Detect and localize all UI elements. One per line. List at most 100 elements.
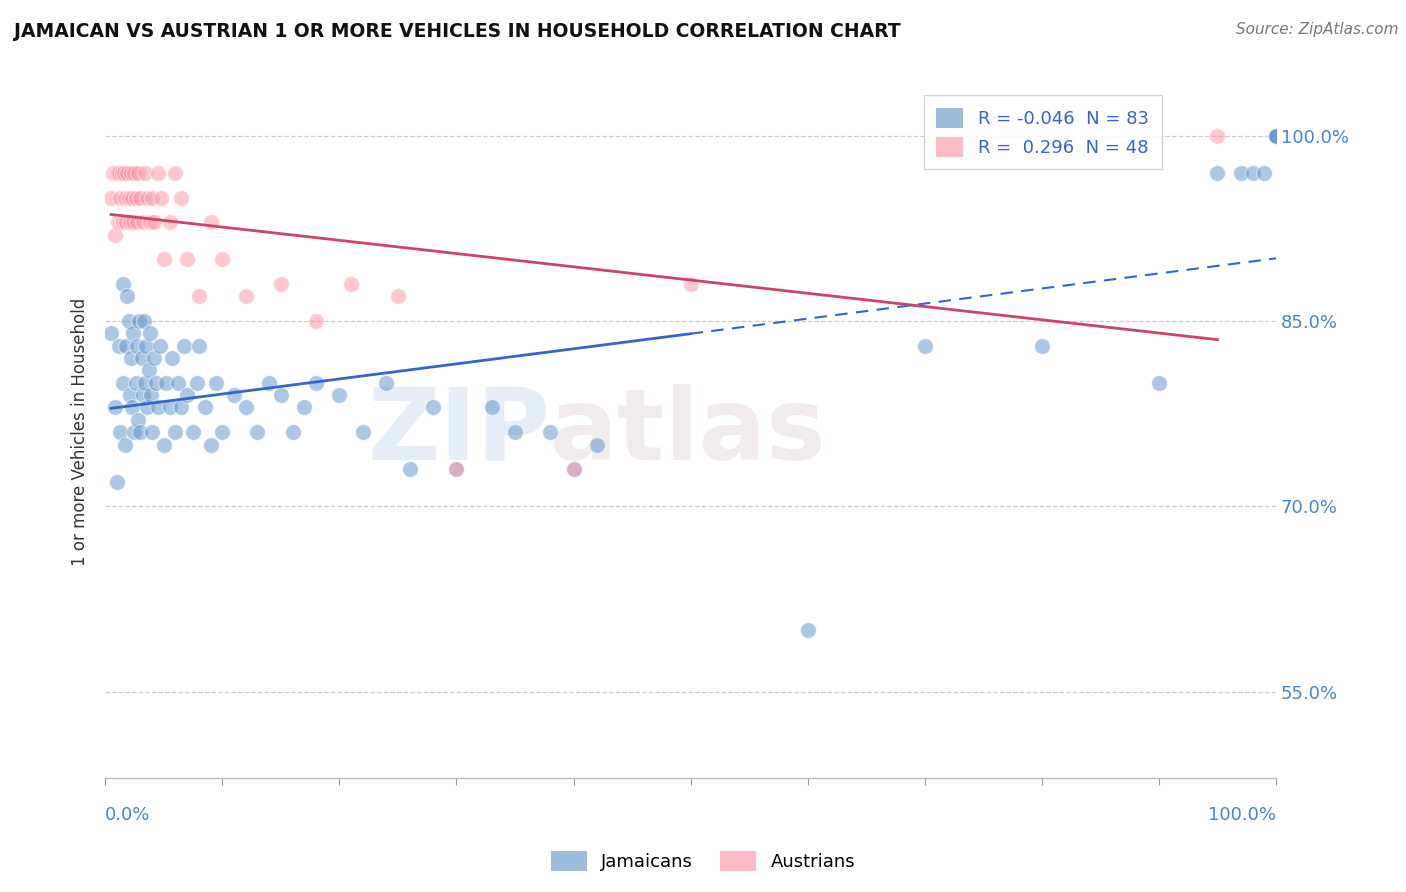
Jamaicans xyxy=(124,425,146,440)
Austrians xyxy=(187,289,209,303)
Austrians xyxy=(200,215,222,229)
Jamaicans xyxy=(796,623,818,637)
Jamaicans xyxy=(134,376,156,390)
Jamaicans xyxy=(352,425,374,440)
Text: atlas: atlas xyxy=(550,384,827,481)
Jamaicans xyxy=(159,401,181,415)
Austrians xyxy=(108,166,131,180)
Jamaicans xyxy=(328,388,350,402)
Jamaicans xyxy=(138,363,160,377)
Jamaicans xyxy=(446,462,468,476)
Jamaicans xyxy=(110,425,132,440)
Jamaicans xyxy=(132,314,155,328)
Jamaicans xyxy=(141,425,163,440)
Jamaicans xyxy=(1241,166,1264,180)
Jamaicans xyxy=(143,351,166,365)
Jamaicans xyxy=(100,326,122,341)
Austrians xyxy=(117,190,139,204)
Austrians xyxy=(107,215,129,229)
Jamaicans xyxy=(305,376,328,390)
Jamaicans xyxy=(186,376,208,390)
Austrians xyxy=(112,166,135,180)
Jamaicans xyxy=(176,388,198,402)
Jamaicans xyxy=(103,401,125,415)
Jamaicans xyxy=(121,401,143,415)
Austrians xyxy=(105,166,128,180)
Jamaicans xyxy=(117,314,139,328)
Jamaicans xyxy=(246,425,269,440)
Austrians xyxy=(131,215,153,229)
Jamaicans xyxy=(114,437,136,451)
Jamaicans xyxy=(292,401,315,415)
Jamaicans xyxy=(149,339,172,353)
Austrians xyxy=(117,166,139,180)
Austrians xyxy=(121,190,143,204)
Austrians xyxy=(305,314,328,328)
Y-axis label: 1 or more Vehicles in Household: 1 or more Vehicles in Household xyxy=(72,298,89,566)
Austrians xyxy=(124,166,146,180)
Austrians xyxy=(134,166,156,180)
Austrians xyxy=(103,227,125,242)
Jamaicans xyxy=(375,376,398,390)
Jamaicans xyxy=(125,339,148,353)
Jamaicans xyxy=(138,326,160,341)
Jamaicans xyxy=(145,376,167,390)
Jamaicans xyxy=(281,425,304,440)
Jamaicans xyxy=(117,289,139,303)
Austrians xyxy=(562,462,585,476)
Jamaicans xyxy=(679,796,702,810)
Austrians xyxy=(138,215,160,229)
Austrians xyxy=(110,190,132,204)
Jamaicans xyxy=(155,376,177,390)
Jamaicans xyxy=(165,425,187,440)
Text: JAMAICAN VS AUSTRIAN 1 OR MORE VEHICLES IN HOUSEHOLD CORRELATION CHART: JAMAICAN VS AUSTRIAN 1 OR MORE VEHICLES … xyxy=(14,22,901,41)
Jamaicans xyxy=(136,401,159,415)
Austrians xyxy=(114,190,136,204)
Jamaicans xyxy=(187,339,209,353)
Austrians xyxy=(129,190,152,204)
Jamaicans xyxy=(118,388,141,402)
Jamaicans xyxy=(1031,339,1053,353)
Jamaicans xyxy=(222,388,245,402)
Jamaicans xyxy=(1230,166,1253,180)
Jamaicans xyxy=(139,388,162,402)
Austrians xyxy=(120,166,142,180)
Austrians xyxy=(446,462,468,476)
Text: ZIP: ZIP xyxy=(367,384,550,481)
Jamaicans xyxy=(170,401,193,415)
Jamaicans xyxy=(1206,166,1229,180)
Jamaicans xyxy=(111,376,134,390)
Jamaicans xyxy=(108,339,131,353)
Jamaicans xyxy=(127,413,149,427)
Austrians xyxy=(141,190,163,204)
Jamaicans xyxy=(235,401,257,415)
Jamaicans xyxy=(270,388,292,402)
Jamaicans xyxy=(586,437,609,451)
Jamaicans xyxy=(211,425,233,440)
Jamaicans xyxy=(1147,376,1170,390)
Jamaicans xyxy=(129,425,152,440)
Jamaicans xyxy=(152,437,174,451)
Jamaicans xyxy=(205,376,228,390)
Text: Source: ZipAtlas.com: Source: ZipAtlas.com xyxy=(1236,22,1399,37)
Jamaicans xyxy=(562,462,585,476)
Austrians xyxy=(125,215,148,229)
Austrians xyxy=(146,166,169,180)
Austrians xyxy=(152,252,174,267)
Austrians xyxy=(124,190,146,204)
Austrians xyxy=(122,215,145,229)
Jamaicans xyxy=(257,376,280,390)
Austrians xyxy=(136,190,159,204)
Austrians xyxy=(159,215,181,229)
Jamaicans xyxy=(1265,128,1288,143)
Jamaicans xyxy=(1265,128,1288,143)
Austrians xyxy=(679,277,702,291)
Austrians xyxy=(340,277,363,291)
Austrians xyxy=(103,166,125,180)
Jamaicans xyxy=(181,425,204,440)
Austrians xyxy=(118,215,141,229)
Jamaicans xyxy=(131,388,153,402)
Jamaicans xyxy=(1253,166,1275,180)
Austrians xyxy=(170,190,193,204)
Jamaicans xyxy=(398,462,420,476)
